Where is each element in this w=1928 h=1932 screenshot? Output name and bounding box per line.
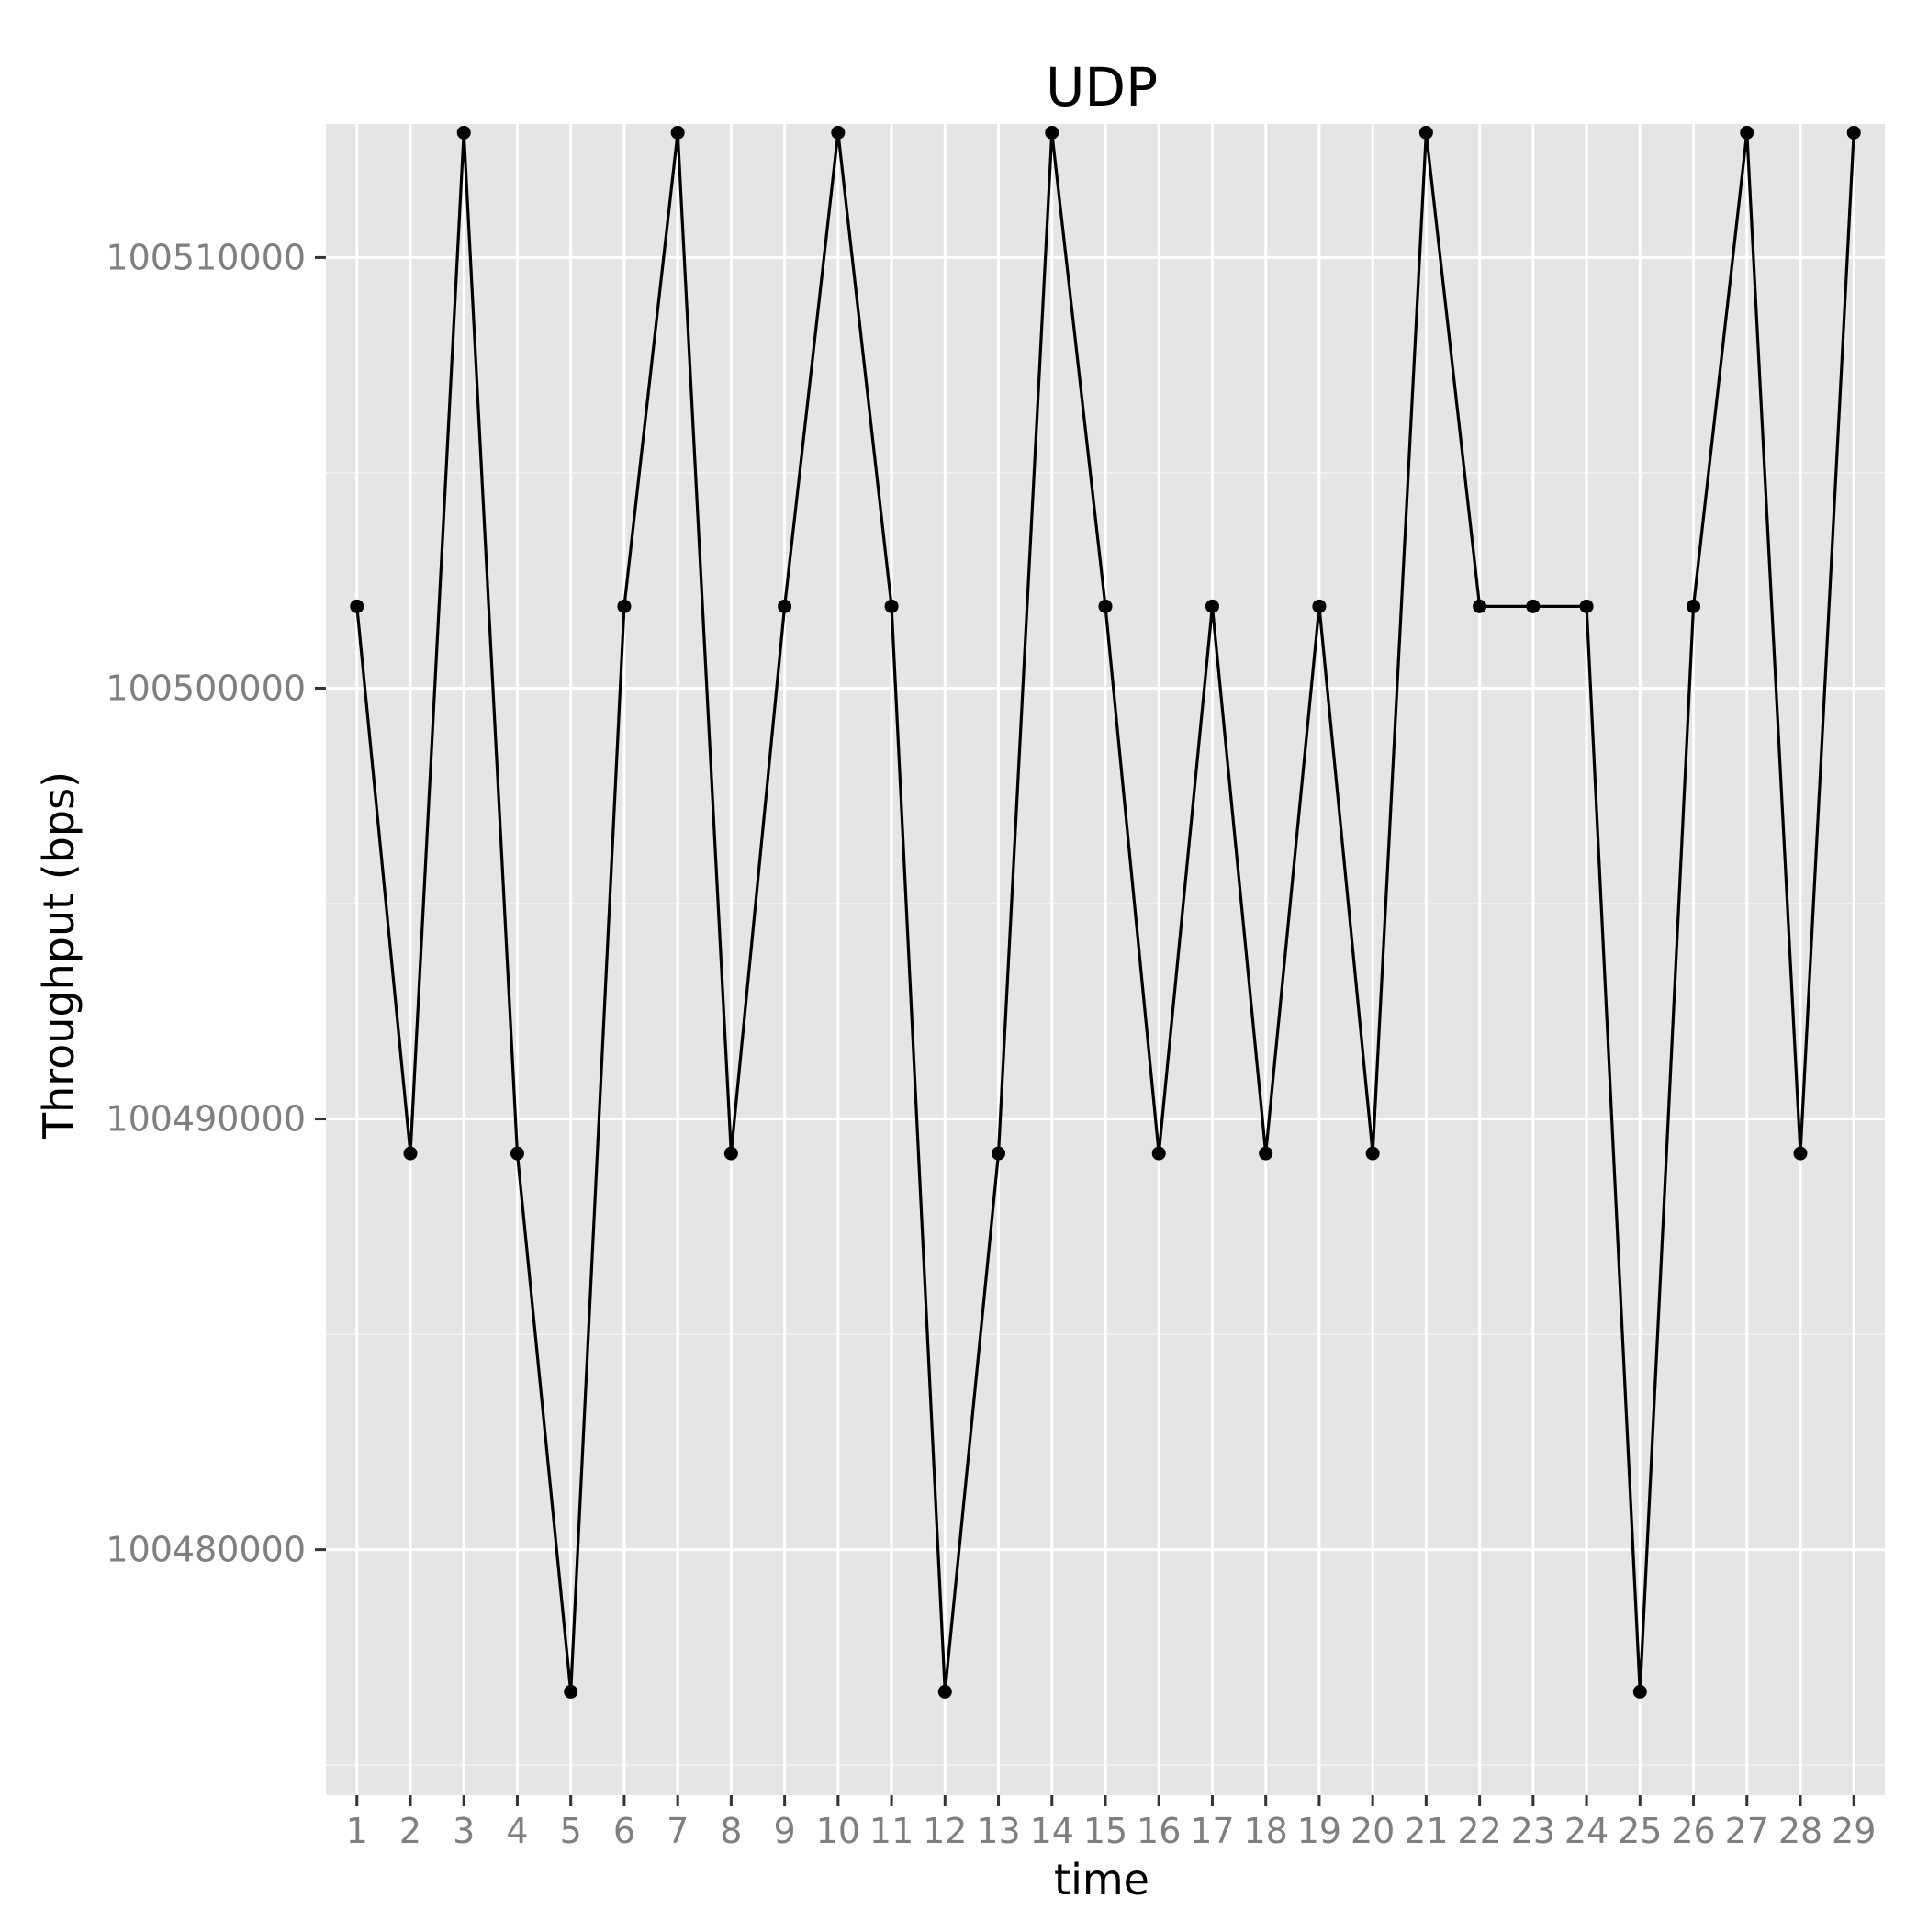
x-tick-label: 12	[923, 1811, 967, 1851]
data-point	[456, 125, 471, 140]
x-tick-label: 9	[774, 1811, 796, 1851]
x-tick-label: 7	[667, 1811, 689, 1851]
y-tick-label: 100510000	[106, 237, 306, 277]
data-point	[617, 599, 632, 613]
data-point	[1045, 125, 1059, 140]
data-point	[1418, 125, 1433, 140]
x-tick-label: 26	[1671, 1811, 1715, 1851]
x-tick-label: 23	[1511, 1811, 1555, 1851]
data-point	[1526, 599, 1541, 613]
x-tick-label: 1	[346, 1811, 368, 1851]
x-tick-label: 15	[1083, 1811, 1127, 1851]
data-point	[1259, 1146, 1273, 1161]
x-tick-label: 3	[453, 1811, 475, 1851]
data-point	[564, 1684, 578, 1699]
x-tick-label: 6	[613, 1811, 635, 1851]
x-tick-label: 24	[1564, 1811, 1609, 1851]
y-tick-label: 100490000	[106, 1099, 306, 1140]
data-point	[831, 125, 846, 140]
x-axis: 1 2 3 4 5 6 7 8 9 10 11 12 13 14 15 16 17 18 19 20 21 22 23 24 2…	[346, 1795, 1876, 1851]
y-axis-title: Throughput (bps)	[34, 771, 84, 1140]
data-point	[723, 1146, 738, 1161]
data-point	[1687, 599, 1701, 613]
x-tick-label: 19	[1297, 1811, 1341, 1851]
x-tick-label: 2	[399, 1811, 421, 1851]
data-point	[1846, 125, 1861, 140]
data-point	[350, 599, 364, 613]
x-tick-label: 25	[1618, 1811, 1662, 1851]
x-tick-label: 21	[1404, 1811, 1448, 1851]
x-tick-label: 10	[816, 1811, 860, 1851]
x-tick-label: 16	[1137, 1811, 1181, 1851]
x-tick-label: 11	[869, 1811, 914, 1851]
data-point	[778, 599, 792, 613]
x-tick-label: 29	[1832, 1811, 1876, 1851]
data-point	[992, 1146, 1006, 1161]
data-point	[1793, 1146, 1808, 1161]
data-point	[1473, 599, 1487, 613]
y-tick-label: 100500000	[106, 668, 306, 708]
series-layer	[350, 125, 1861, 1699]
data-point	[1098, 599, 1113, 613]
chart-title: UDP	[1046, 56, 1158, 118]
x-tick-label: 22	[1457, 1811, 1501, 1851]
data-point	[403, 1146, 418, 1161]
data-point	[1205, 599, 1219, 613]
data-point	[510, 1146, 524, 1161]
x-tick-label: 13	[976, 1811, 1020, 1851]
major-gridlines	[326, 124, 1885, 1795]
data-point	[1151, 1146, 1166, 1161]
x-tick-label: 14	[1030, 1811, 1074, 1851]
data-point	[1632, 1684, 1647, 1699]
x-tick-label: 27	[1725, 1811, 1769, 1851]
data-point	[1579, 599, 1594, 613]
y-tick-label: 100480000	[106, 1530, 306, 1570]
x-axis-title: time	[1054, 1855, 1149, 1904]
data-point	[670, 125, 685, 140]
data-point	[1365, 1146, 1380, 1161]
x-tick-label: 17	[1190, 1811, 1234, 1851]
x-tick-label: 20	[1351, 1811, 1395, 1851]
x-tick-label: 5	[560, 1811, 582, 1851]
x-tick-label: 28	[1778, 1811, 1822, 1851]
data-point	[884, 599, 899, 613]
data-point	[937, 1684, 952, 1699]
data-point	[1740, 125, 1754, 140]
y-axis: 100480000 100490000 100500000 100510000	[106, 237, 326, 1570]
data-point	[1312, 599, 1327, 613]
x-tick-label: 18	[1244, 1811, 1288, 1851]
x-tick-label: 8	[720, 1811, 742, 1851]
x-tick-label: 4	[506, 1811, 528, 1851]
